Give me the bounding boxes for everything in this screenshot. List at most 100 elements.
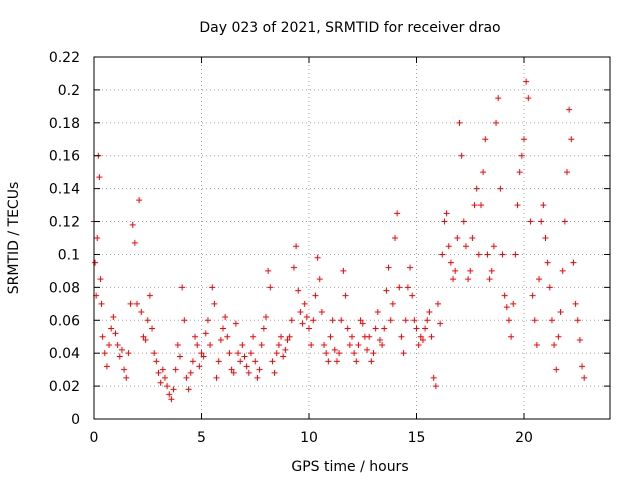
data-point	[454, 235, 461, 241]
x-tick-label: 10	[300, 430, 318, 446]
data-point	[318, 309, 325, 316]
data-point	[288, 317, 295, 324]
data-point	[389, 300, 396, 307]
data-point	[376, 337, 383, 344]
data-point	[138, 309, 145, 316]
data-point	[355, 341, 362, 348]
data-point	[235, 350, 242, 357]
data-point	[437, 320, 444, 327]
data-point	[424, 317, 431, 324]
y-tick-label: 0.2	[58, 83, 80, 99]
data-point	[475, 251, 482, 258]
data-point	[112, 330, 119, 337]
data-point	[123, 374, 130, 381]
data-point	[357, 317, 364, 324]
data-point	[159, 366, 166, 373]
data-point	[200, 353, 207, 360]
data-point	[576, 337, 583, 344]
data-point	[508, 333, 515, 340]
data-point	[413, 325, 420, 332]
data-point	[536, 276, 543, 283]
data-point	[557, 309, 564, 316]
data-point	[202, 330, 209, 337]
data-point	[211, 300, 218, 307]
data-point	[146, 292, 153, 299]
data-point	[284, 337, 291, 344]
data-point	[514, 202, 521, 209]
data-point	[394, 210, 401, 217]
data-point	[467, 267, 474, 274]
data-point	[140, 333, 147, 340]
data-point	[402, 317, 409, 324]
data-point	[226, 350, 233, 357]
data-point	[97, 276, 104, 283]
data-point	[349, 333, 355, 340]
data-point	[243, 363, 250, 370]
data-point	[94, 235, 101, 241]
data-point	[198, 350, 205, 357]
data-point	[336, 350, 343, 357]
data-point	[445, 243, 452, 250]
data-point	[346, 341, 353, 348]
data-point	[222, 313, 229, 320]
data-point	[497, 185, 504, 192]
data-point	[417, 333, 424, 340]
data-point	[114, 341, 121, 348]
data-point	[415, 341, 422, 348]
data-point	[462, 243, 469, 250]
data-point	[103, 363, 110, 370]
data-point	[443, 210, 450, 217]
data-point	[220, 325, 226, 332]
data-point	[392, 235, 398, 241]
data-point	[572, 300, 579, 307]
data-point	[157, 379, 164, 386]
data-point	[419, 337, 426, 344]
data-point	[118, 346, 125, 353]
data-point	[144, 317, 151, 324]
data-point	[273, 350, 280, 357]
data-point	[280, 353, 287, 360]
data-point	[368, 358, 375, 365]
data-point	[267, 284, 274, 291]
y-axis-label: SRMTID / TECUs	[6, 182, 22, 295]
data-point	[521, 136, 527, 143]
data-point	[260, 325, 267, 332]
data-point	[297, 309, 304, 316]
data-point	[189, 358, 196, 365]
data-point	[426, 309, 433, 316]
y-tick-label: 0.04	[49, 346, 80, 362]
data-point	[155, 369, 162, 376]
data-point	[101, 350, 108, 357]
data-point	[252, 358, 259, 365]
data-point	[215, 358, 222, 365]
data-point	[469, 235, 476, 241]
data-point	[121, 366, 128, 373]
data-point	[183, 374, 190, 381]
data-point	[96, 174, 103, 181]
data-point	[179, 284, 186, 291]
data-point	[258, 341, 265, 348]
data-point	[471, 202, 478, 209]
data-point	[566, 106, 573, 113]
data-points	[91, 78, 588, 403]
data-point	[579, 363, 586, 370]
data-point	[265, 267, 272, 274]
data-point	[555, 333, 562, 340]
data-point	[510, 300, 517, 307]
y-tick-label: 0	[71, 412, 80, 428]
data-point	[542, 235, 549, 241]
data-point	[518, 152, 525, 159]
data-point	[110, 313, 117, 320]
y-tick-label: 0.02	[49, 379, 80, 395]
data-point	[447, 259, 454, 266]
data-point	[136, 197, 143, 204]
data-point	[98, 300, 105, 307]
data-point	[247, 350, 254, 357]
data-point	[404, 284, 411, 291]
data-point	[207, 341, 214, 348]
data-point	[553, 366, 560, 373]
y-tick-label: 0.22	[49, 50, 80, 66]
data-point	[383, 287, 390, 294]
data-point	[325, 358, 332, 365]
data-point	[400, 350, 407, 357]
